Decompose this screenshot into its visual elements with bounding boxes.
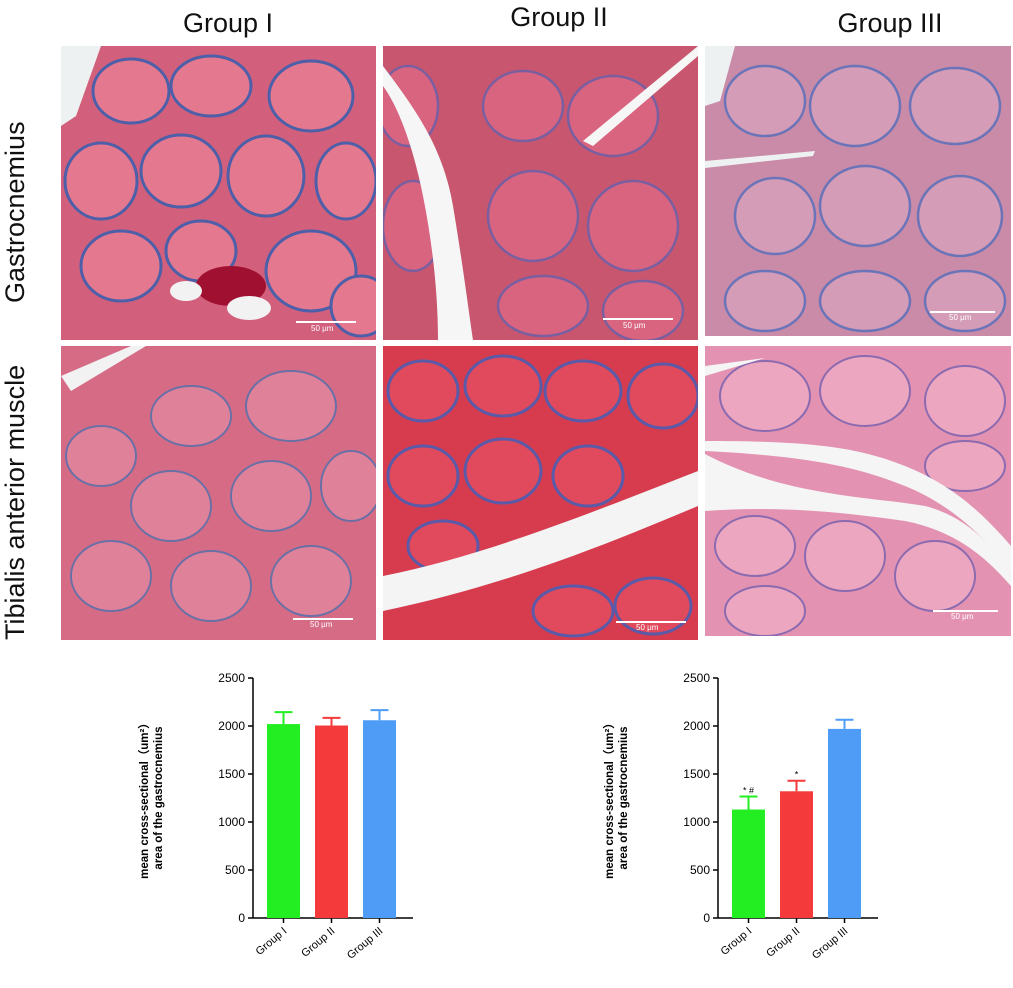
bar bbox=[828, 728, 861, 918]
micrograph-image bbox=[61, 46, 376, 340]
scale-bar-label: 50 μm bbox=[310, 620, 333, 629]
y-tick-label: 1500 bbox=[218, 767, 245, 781]
y-axis-label-line1: mean cross-sectional（um²） bbox=[602, 717, 616, 879]
micrograph-image bbox=[61, 346, 376, 640]
y-tick-label: 1500 bbox=[683, 767, 710, 781]
micrograph-image bbox=[705, 46, 1011, 336]
significance-mark: * # bbox=[743, 786, 754, 796]
y-tick-label: 0 bbox=[703, 911, 710, 925]
micrograph-image bbox=[383, 346, 698, 640]
chart-svg: mean cross-sectional（um²） area of the gas… bbox=[137, 671, 413, 962]
column-title-group-i: Group I bbox=[182, 8, 274, 38]
y-tick-label: 500 bbox=[225, 863, 245, 877]
x-tick-label: Group I bbox=[254, 925, 290, 958]
y-axis-label: mean cross-sectional（um²） area of the gas… bbox=[602, 717, 630, 879]
scale-bar-label: 50 μm bbox=[951, 612, 974, 621]
y-tick-label: 1000 bbox=[218, 815, 245, 829]
x-tick-label: Group III bbox=[345, 925, 385, 962]
column-title-group-ii: Group II bbox=[510, 2, 608, 32]
micrograph-image bbox=[705, 346, 1011, 636]
bar-chart-gastrocnemius: mean cross-sectional（um²） area of the gas… bbox=[130, 665, 430, 983]
y-tick-label: 2500 bbox=[218, 671, 245, 685]
scale-bar-label: 50 μm bbox=[949, 313, 972, 322]
micrograph-gastrocnemius-group-i: 50 μm bbox=[61, 46, 376, 340]
y-tick-label: 2500 bbox=[683, 671, 710, 685]
bar bbox=[780, 791, 813, 918]
bar-chart-tibialis: mean cross-sectional（um²） area of the gas… bbox=[595, 665, 895, 983]
micrograph-image bbox=[383, 46, 698, 340]
bar bbox=[267, 724, 300, 918]
x-tick-label: Group II bbox=[299, 925, 337, 960]
micrograph-tibialis-group-iii: 50 μm bbox=[705, 346, 1011, 636]
y-tick-label: 2000 bbox=[683, 719, 710, 733]
chart-svg: mean cross-sectional（um²） area of the gas… bbox=[602, 671, 878, 962]
y-axis-label-line2: area of the gastrocnemius bbox=[153, 726, 165, 869]
bar bbox=[363, 720, 396, 918]
bar bbox=[732, 809, 765, 918]
x-tick-label: Group I bbox=[719, 925, 755, 958]
micrograph-gastrocnemius-group-ii: 50 μm bbox=[383, 46, 698, 340]
y-axis-label: mean cross-sectional（um²） area of the gas… bbox=[137, 717, 165, 879]
row-label-tibialis-anterior: Tibialis anterior muscle bbox=[0, 364, 30, 640]
column-title-group-iii: Group III bbox=[837, 8, 943, 38]
row-label-gastrocnemius: Gastrocnemius bbox=[0, 121, 30, 303]
y-tick-label: 1000 bbox=[683, 815, 710, 829]
y-axis-label-line1: mean cross-sectional（um²） bbox=[137, 717, 151, 879]
significance-mark: * bbox=[795, 770, 799, 780]
micrograph-tibialis-group-i: 50 μm bbox=[61, 346, 376, 640]
y-tick-label: 2000 bbox=[218, 719, 245, 733]
bar bbox=[315, 725, 348, 918]
scale-bar-label: 50 μm bbox=[636, 623, 659, 632]
y-tick-label: 500 bbox=[690, 863, 710, 877]
micrograph-tibialis-group-ii: 50 μm bbox=[383, 346, 698, 640]
x-tick-label: Group II bbox=[764, 925, 802, 960]
micrograph-gastrocnemius-group-iii: 50 μm bbox=[705, 46, 1011, 336]
scale-bar-label: 50 μm bbox=[623, 321, 646, 330]
y-tick-label: 0 bbox=[238, 911, 245, 925]
x-tick-label: Group III bbox=[810, 925, 850, 962]
scale-bar-label: 50 μm bbox=[311, 324, 334, 333]
y-axis-label-line2: area of the gastrocnemius bbox=[618, 726, 630, 869]
